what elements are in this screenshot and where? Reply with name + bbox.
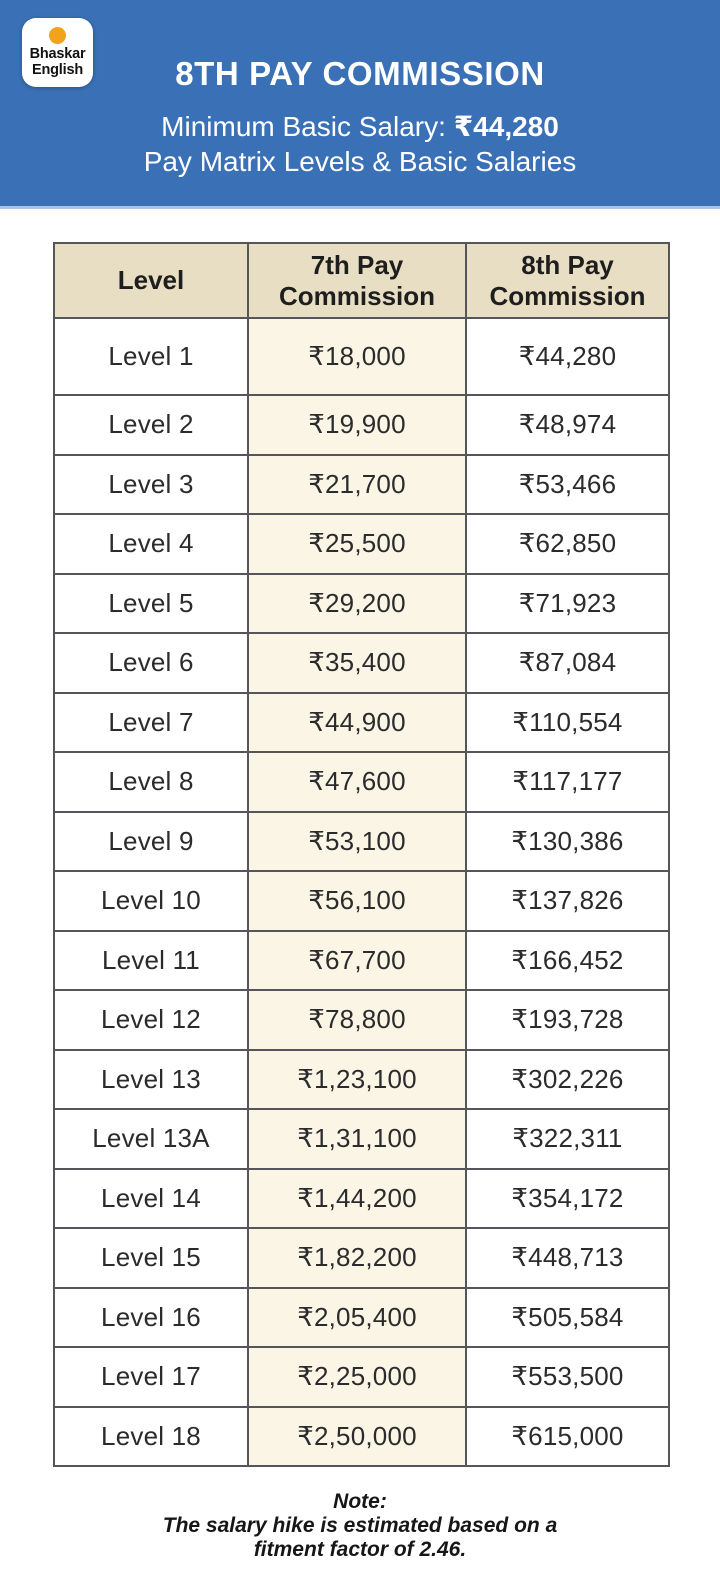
min-basic-salary-label: Minimum Basic Salary: [161, 111, 454, 142]
level-cell: Level 13A [53, 1108, 249, 1170]
note-line2: fitment factor of 2.46. [253, 1538, 467, 1561]
bhaskar-english-logo: Bhaskar English [22, 18, 93, 87]
pay7-cell: ₹21,700 [247, 453, 467, 515]
table-row: Level 1 ₹18,000 ₹44,280 [53, 317, 670, 396]
table-row: Level 17 ₹2,25,000 ₹553,500 [53, 1346, 670, 1408]
pay8-cell: ₹615,000 [465, 1405, 670, 1467]
page-title: 8TH PAY COMMISSION [175, 55, 545, 92]
table-row: Level 5 ₹29,200 ₹71,923 [53, 572, 670, 634]
pay8-cell: ₹302,226 [465, 1048, 670, 1110]
table-row: Level 18 ₹2,50,000 ₹615,000 [53, 1405, 670, 1467]
column-header-level: Level [53, 242, 249, 319]
pay8-cell: ₹87,084 [465, 632, 670, 694]
pay7-cell: ₹67,700 [247, 929, 467, 991]
pay8-cell: ₹130,386 [465, 810, 670, 872]
level-cell: Level 18 [53, 1405, 249, 1467]
pay7-cell: ₹1,23,100 [247, 1048, 467, 1110]
header-banner: Bhaskar English 8TH PAY COMMISSION Minim… [0, 0, 720, 209]
level-cell: Level 13 [53, 1048, 249, 1110]
level-cell: Level 5 [53, 572, 249, 634]
pay8-cell: ₹354,172 [465, 1167, 670, 1229]
level-cell: Level 3 [53, 453, 249, 515]
table-row: Level 10 ₹56,100 ₹137,826 [53, 870, 670, 932]
level-cell: Level 17 [53, 1346, 249, 1408]
level-cell: Level 11 [53, 929, 249, 991]
pay7-cell: ₹2,05,400 [247, 1286, 467, 1348]
pay8-cell: ₹44,280 [465, 317, 670, 396]
pay8-cell: ₹117,177 [465, 751, 670, 813]
table-row: Level 9 ₹53,100 ₹130,386 [53, 810, 670, 872]
table-row: Level 13A ₹1,31,100 ₹322,311 [53, 1108, 670, 1170]
pay8-cell: ₹505,584 [465, 1286, 670, 1348]
level-cell: Level 6 [53, 632, 249, 694]
column-header-7th-pay: 7th Pay Commission [247, 242, 467, 319]
level-cell: Level 1 [53, 317, 249, 396]
logo-dot-icon [49, 26, 66, 44]
pay8-cell: ₹322,311 [465, 1108, 670, 1170]
pay7-cell: ₹2,25,000 [247, 1346, 467, 1408]
table-header-row: Level 7th Pay Commission 8th Pay Commiss… [53, 242, 670, 319]
logo-text-line2: English [32, 61, 83, 78]
pay-matrix-table: Level 7th Pay Commission 8th Pay Commiss… [53, 242, 670, 1467]
pay7-cell: ₹56,100 [247, 870, 467, 932]
pay7-cell: ₹1,31,100 [247, 1108, 467, 1170]
min-basic-salary-value: ₹44,280 [453, 111, 559, 142]
note-label: Note: [333, 1490, 387, 1513]
column-header-8th-pay: 8th Pay Commission [465, 242, 670, 319]
pay7-cell: ₹47,600 [247, 751, 467, 813]
pay7-cell: ₹1,82,200 [247, 1227, 467, 1289]
pay8-cell: ₹193,728 [465, 989, 670, 1051]
pay7-cell: ₹35,400 [247, 632, 467, 694]
pay8-cell: ₹166,452 [465, 929, 670, 991]
banner-text-block: 8TH PAY COMMISSION Minimum Basic Salary:… [0, 0, 720, 179]
subtitle-block: Minimum Basic Salary: ₹44,280 Pay Matrix… [0, 109, 720, 179]
table-body: Level 1 ₹18,000 ₹44,280 Level 2 ₹19,900 … [53, 317, 670, 1467]
logo-text-line1: Bhaskar [29, 45, 86, 62]
pay7-cell: ₹25,500 [247, 513, 467, 575]
level-cell: Level 8 [53, 751, 249, 813]
pay8-cell: ₹48,974 [465, 394, 670, 456]
table-row: Level 16 ₹2,05,400 ₹505,584 [53, 1286, 670, 1348]
level-cell: Level 16 [53, 1286, 249, 1348]
table-row: Level 8 ₹47,600 ₹117,177 [53, 751, 670, 813]
pay8-cell: ₹62,850 [465, 513, 670, 575]
table-row: Level 4 ₹25,500 ₹62,850 [53, 513, 670, 575]
pay8-cell: ₹137,826 [465, 870, 670, 932]
level-cell: Level 10 [53, 870, 249, 932]
level-cell: Level 14 [53, 1167, 249, 1229]
table-row: Level 11 ₹67,700 ₹166,452 [53, 929, 670, 991]
table-row: Level 13 ₹1,23,100 ₹302,226 [53, 1048, 670, 1110]
pay7-cell: ₹53,100 [247, 810, 467, 872]
level-cell: Level 4 [53, 513, 249, 575]
pay7-cell: ₹1,44,200 [247, 1167, 467, 1229]
pay8-cell: ₹553,500 [465, 1346, 670, 1408]
table-row: Level 6 ₹35,400 ₹87,084 [53, 632, 670, 694]
pay8-cell: ₹71,923 [465, 572, 670, 634]
pay7-cell: ₹19,900 [247, 394, 467, 456]
level-cell: Level 12 [53, 989, 249, 1051]
table-row: Level 3 ₹21,700 ₹53,466 [53, 453, 670, 515]
pay8-cell: ₹448,713 [465, 1227, 670, 1289]
level-cell: Level 7 [53, 691, 249, 753]
level-cell: Level 9 [53, 810, 249, 872]
pay7-cell: ₹29,200 [247, 572, 467, 634]
table-row: Level 7 ₹44,900 ₹110,554 [53, 691, 670, 753]
footnote: Note: The salary hike is estimated based… [0, 1490, 720, 1562]
level-cell: Level 15 [53, 1227, 249, 1289]
pay8-cell: ₹53,466 [465, 453, 670, 515]
level-cell: Level 2 [53, 394, 249, 456]
subtitle-line1: Minimum Basic Salary: ₹44,280 [0, 109, 720, 144]
subtitle-line2: Pay Matrix Levels & Basic Salaries [143, 146, 577, 177]
table-row: Level 15 ₹1,82,200 ₹448,713 [53, 1227, 670, 1289]
pay7-cell: ₹78,800 [247, 989, 467, 1051]
table-row: Level 14 ₹1,44,200 ₹354,172 [53, 1167, 670, 1229]
note-line1: The salary hike is estimated based on a [162, 1514, 558, 1537]
pay7-cell: ₹18,000 [247, 317, 467, 396]
pay7-cell: ₹2,50,000 [247, 1405, 467, 1467]
pay7-cell: ₹44,900 [247, 691, 467, 753]
pay8-cell: ₹110,554 [465, 691, 670, 753]
table-row: Level 12 ₹78,800 ₹193,728 [53, 989, 670, 1051]
table-row: Level 2 ₹19,900 ₹48,974 [53, 394, 670, 456]
